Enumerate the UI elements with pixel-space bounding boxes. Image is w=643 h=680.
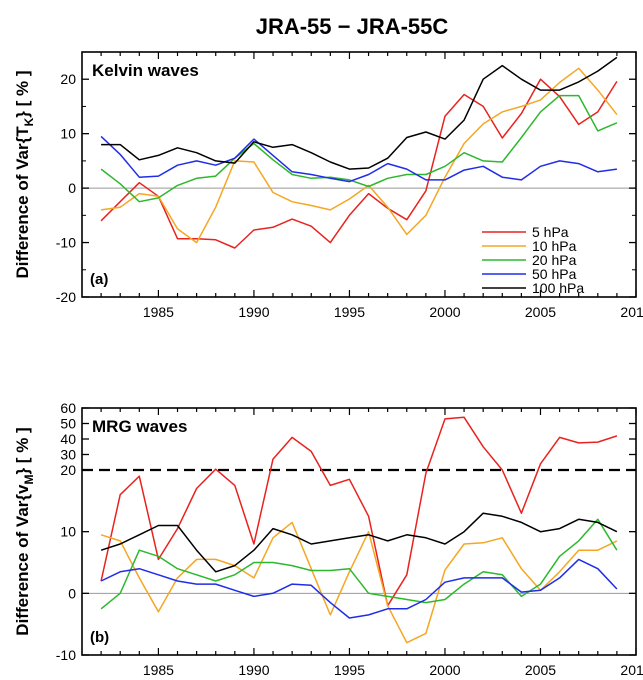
y-tick-label: 0 [68,585,76,601]
panel-title: Kelvin waves [92,61,199,80]
y-tick-label: 20 [60,71,76,87]
y-tick-label: 40 [60,431,76,447]
y-axis-label-main: Difference of Var{v [13,484,32,636]
y-tick-label: 10 [60,524,76,540]
series-line-5hpa [100,78,618,249]
x-tick-label: 2005 [525,304,556,320]
x-tick-label: 1985 [143,304,174,320]
legend-label: 10 hPa [532,238,577,254]
panel-title: MRG waves [92,417,187,436]
y-tick-label: 50 [60,416,76,432]
series-line-50hpa [100,135,618,183]
y-tick-label: 0 [68,180,76,196]
x-tick-label: 1995 [334,304,365,320]
series-line-10hpa [100,67,618,244]
x-tick-label: 1990 [238,662,269,678]
plot-frame [81,407,637,656]
y-axis-label: Difference of Var{vM} [ % ] [13,427,36,635]
x-tick-label: 1995 [334,662,365,678]
y-tick-label: 10 [60,126,76,142]
series-line-20hpa [100,94,618,203]
series-line-5hpa [100,416,618,607]
figure-title: JRA-55 − JRA-55C [256,14,449,39]
legend-label: 5 hPa [532,224,569,240]
plot-frame [81,51,637,298]
series-line-100hpa [100,512,618,573]
x-tick-label: 1990 [238,304,269,320]
y-axis-label-end: } [ % ] [13,70,32,117]
y-axis-label-sub: M [22,475,36,485]
y-tick-label: -20 [56,289,76,305]
legend-label: 100 hPa [532,280,584,296]
panel-letter: (a) [90,271,108,288]
series-line-50hpa [100,558,618,619]
y-tick-label: 30 [60,447,76,463]
y-tick-label: -10 [56,235,76,251]
y-axis-label-main: Difference of Var{T [13,126,32,279]
y-tick-label: -10 [56,647,76,663]
x-tick-label: 2005 [525,662,556,678]
y-tick-label: 60 [60,400,76,416]
legend-label: 20 hPa [532,252,577,268]
y-axis-label-sub: K [22,117,36,126]
x-tick-label: 2010 [620,304,643,320]
legend-label: 50 hPa [532,266,577,282]
x-tick-label: 2010 [620,662,643,678]
series-line-10hpa [100,521,618,644]
series-line-100hpa [101,56,618,170]
x-tick-label: 1985 [143,662,174,678]
y-axis-label-end: } [ % ] [13,427,32,474]
x-tick-label: 2000 [429,304,460,320]
y-axis-label: Difference of Var{TK} [ % ] [13,70,36,278]
y-tick-label: 20 [60,462,76,478]
x-tick-label: 2000 [429,662,460,678]
panel-letter: (b) [90,629,109,646]
panel-a-kelvin: -20 -10 0 10 20 1985 1990 1995 2000 2005 2010 Kelvi… [13,51,643,320]
series-line-20hpa [100,518,618,610]
